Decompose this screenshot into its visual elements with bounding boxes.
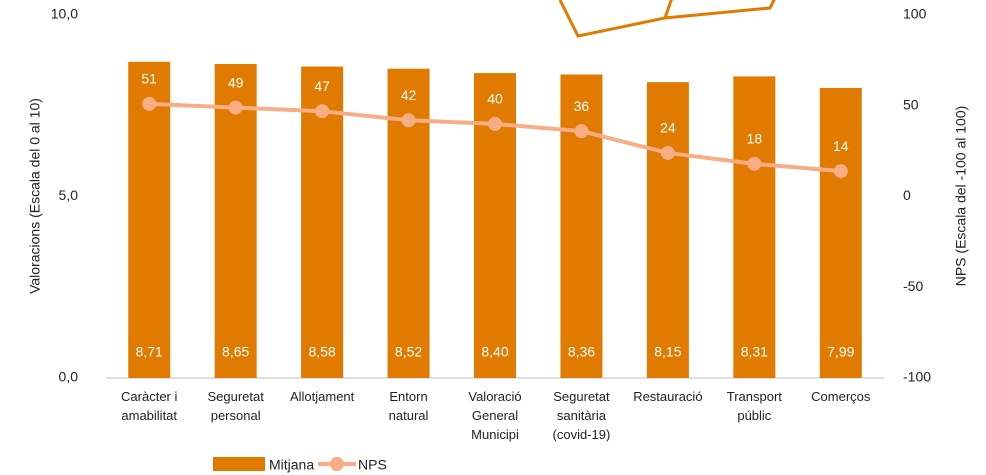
nps-value-label: 18 — [747, 131, 763, 147]
x-tick-label: Caràcter i amabilitat — [121, 389, 177, 423]
nps-value-label: 49 — [228, 74, 244, 90]
bar-value-label: 8,36 — [568, 344, 595, 360]
y2-tick-label: 50 — [903, 96, 919, 112]
y2-tick-label: 0 — [903, 187, 911, 203]
nps-point — [142, 96, 157, 111]
bar-value-label: 8,40 — [481, 344, 508, 360]
nps-point — [401, 113, 416, 128]
nps-value-label: 51 — [141, 71, 157, 87]
bar-value-label: 8,58 — [308, 344, 335, 360]
bar-value-label: 8,52 — [395, 344, 422, 360]
x-tick-label: Seguretat personal — [207, 389, 264, 423]
bar — [214, 64, 257, 378]
bar-value-label: 7,99 — [827, 344, 854, 360]
legend-label: NPS — [358, 457, 387, 473]
x-tick-label: Seguretat sanitària (covid-19) — [553, 389, 611, 442]
y2-tick-label: -50 — [903, 278, 923, 294]
x-tick-label: Restauració — [633, 389, 702, 404]
nps-point — [315, 104, 330, 119]
nps-value-label: 42 — [401, 87, 417, 103]
decor-shape — [558, 0, 673, 38]
decor-shape — [664, 0, 776, 20]
bar — [560, 74, 603, 379]
bar-value-label: 8,15 — [654, 344, 681, 360]
x-tick-label: Valoració General Municipi — [468, 389, 521, 442]
nps-value-label: 24 — [660, 120, 676, 136]
nps-value-label: 47 — [314, 78, 330, 94]
x-tick-label: Comerços — [811, 389, 871, 404]
nps-value-label: 36 — [574, 98, 590, 114]
nps-point — [833, 164, 848, 179]
y2-tick-label: 100 — [903, 6, 927, 22]
nps-point — [228, 100, 243, 115]
legend-swatch — [213, 457, 265, 471]
nps-point — [574, 124, 589, 139]
legend-label: Mitjana — [269, 457, 314, 473]
x-tick-label: Allotjament — [290, 389, 355, 404]
nps-point — [747, 156, 762, 171]
bar-value-label: 8,71 — [136, 344, 163, 360]
y-tick-label: 0,0 — [59, 369, 79, 385]
bar — [646, 82, 689, 378]
y2-axis-title: NPS (Escala del -100 al 100) — [953, 106, 969, 287]
bar — [819, 87, 862, 378]
legend-swatch — [330, 457, 344, 471]
bar-value-label: 8,31 — [741, 344, 768, 360]
nps-value-label: 40 — [487, 91, 503, 107]
x-tick-label: Entorn natural — [389, 389, 429, 423]
y2-tick-label: -100 — [903, 369, 931, 385]
bar — [733, 76, 776, 379]
nps-point — [488, 116, 502, 131]
y-axis-title: Valoracions (Escala del 0 al 10) — [27, 98, 43, 294]
y-tick-label: 10,0 — [51, 6, 78, 22]
x-tick-label: Transport públic — [727, 389, 783, 423]
nps-point — [660, 145, 675, 160]
bar — [301, 66, 344, 379]
bar-value-label: 8,65 — [222, 344, 249, 360]
nps-value-label: 14 — [833, 138, 849, 154]
bar — [128, 61, 171, 379]
y-tick-label: 5,0 — [59, 187, 79, 203]
